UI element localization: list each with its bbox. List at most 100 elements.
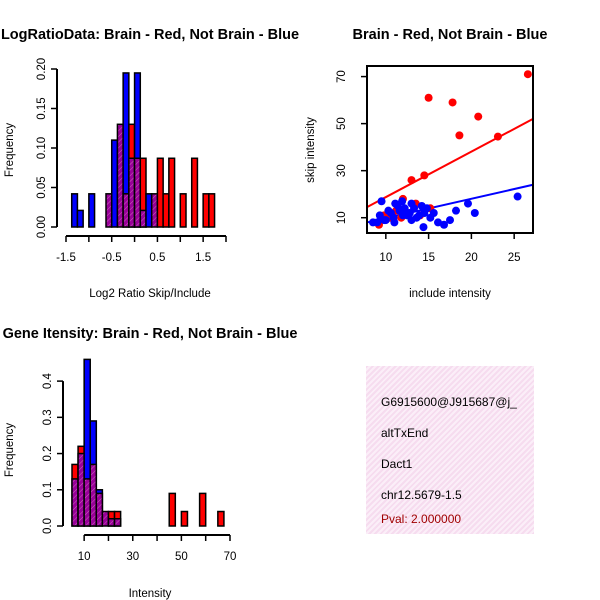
brain-point <box>474 112 483 121</box>
log-ratio-brain-bar <box>202 193 210 228</box>
log-ratio-histogram: LogRatioData: Brain - Red, Not Brain - B… <box>1 27 299 300</box>
gene-intensity-y-tick-label: 0.1 <box>42 482 54 498</box>
not-brain-point <box>398 211 407 220</box>
scatter-y-tick-label: 10 <box>336 211 348 224</box>
scatter-x-tick-label: 20 <box>465 252 478 264</box>
log-ratio-x-tick-label: -0.5 <box>102 252 122 264</box>
scatter-axes: 10 15 20 25 10 30 50 70 <box>336 65 534 264</box>
gene-intensity-y-tick-label: 0.3 <box>42 409 54 425</box>
gene-intensity-brain-bar <box>168 492 177 527</box>
genomic-location: chr12.5679-1.5 <box>381 488 462 502</box>
log-ratio-not-brain-bar <box>110 139 119 228</box>
log-ratio-brain-bar <box>168 157 176 228</box>
gene-intensity-overlap-bar <box>113 518 122 527</box>
p-value: Pval: 2.000000 <box>381 512 462 526</box>
not-brain-point <box>381 216 390 225</box>
gene-intensity-overlap-bar <box>71 478 79 527</box>
log-ratio-brain-bar <box>208 193 216 228</box>
log-ratio-x-tick-label: -1.5 <box>56 252 76 264</box>
not-brain-point <box>407 216 416 225</box>
brain-point <box>448 98 457 107</box>
scatter-frame <box>366 65 534 234</box>
event-info-panel: G6915600@J915687@j_ altTxEnd Dact1 chr12… <box>366 366 534 534</box>
log-ratio-overlap-bar <box>105 193 113 228</box>
not-brain-point <box>470 209 479 218</box>
log-ratio-overlap-bar <box>128 157 136 228</box>
gene-intensity-y-tick-label: 0.0 <box>42 518 54 534</box>
gene-intensity-histogram: Gene Itensity: Brain - Red, Not Brain - … <box>3 326 298 600</box>
log-ratio-not-brain-bar <box>70 193 79 228</box>
log-ratio-not-brain-bar <box>145 193 153 228</box>
not-brain-point <box>373 218 382 227</box>
gene-intensity-overlap-bar <box>95 492 104 527</box>
log-ratio-overlap-bar <box>133 157 142 228</box>
gene-name: Dact1 <box>381 457 413 471</box>
scatter-points <box>368 70 532 232</box>
log-ratio-y-tick-label: 0.00 <box>36 216 48 238</box>
log-ratio-x-tick-label: 0.5 <box>149 252 165 264</box>
log-ratio-y-tick-label: 0.05 <box>36 176 48 198</box>
gene-intensity-y-tick-label: 0.2 <box>42 446 54 462</box>
log-ratio-brain-bar <box>190 157 199 228</box>
intensity-scatter: Brain - Red, Not Brain - Blue 10 15 20 2510… <box>305 27 547 300</box>
gene-intensity-x-tick-label: 50 <box>175 551 188 563</box>
not-brain-point <box>429 209 438 218</box>
gene-intensity-brain-bar <box>180 510 189 527</box>
gene-intensity-axes: 10 30 50 70 0.0 0.1 0.2 0.3 0.4 <box>42 373 236 563</box>
not-brain-point <box>513 192 522 201</box>
gene-intensity-bars <box>71 358 225 527</box>
brain-point <box>420 171 429 180</box>
brain-point <box>424 93 433 102</box>
not-brain-point <box>419 223 428 232</box>
log-ratio-not-brain-bar <box>88 193 96 228</box>
log-ratio-y-tick-label: 0.20 <box>36 58 48 80</box>
gene-intensity-xlabel: Intensity <box>129 588 172 600</box>
gene-intensity-ylabel: Frequency <box>4 423 16 478</box>
log-ratio-overlap-bar <box>122 193 130 228</box>
log-ratio-y-tick-label: 0.10 <box>36 137 48 159</box>
not-brain-point <box>434 218 443 227</box>
not-brain-point <box>390 218 399 227</box>
not-brain-point <box>451 206 460 215</box>
log-ratio-bars <box>70 72 216 228</box>
gene-intensity-overlap-bar <box>101 510 110 527</box>
gene-intensity-x-tick-label: 30 <box>126 551 139 563</box>
not-brain-point <box>440 220 449 229</box>
gene-intensity-overlap-bar <box>83 478 91 527</box>
scatter-y-tick-label: 70 <box>336 70 348 83</box>
brain-point <box>493 132 502 141</box>
log-ratio-brain-bar <box>156 157 164 228</box>
log-ratio-brain-bar <box>162 193 170 228</box>
gene-intensity-x-tick-label: 10 <box>78 551 91 563</box>
gene-intensity-overlap-bar <box>107 518 116 527</box>
log-ratio-overlap-bar <box>116 123 124 228</box>
log-ratio-x-tick-label: 1.5 <box>195 252 211 264</box>
gene-intensity-brain-bar <box>217 510 225 527</box>
not-brain-point <box>400 204 409 213</box>
gene-intensity-histogram-title: Gene Itensity: Brain - Red, Not Brain - … <box>3 326 298 342</box>
log-ratio-axes: -1.5 -0.5 0.5 1.5 0.00 0.05 0.10 0.15 0.20 <box>36 58 227 264</box>
intensity-scatter-title: Brain - Red, Not Brain - Blue <box>353 27 548 43</box>
log-ratio-ylabel: Frequency <box>4 123 16 178</box>
log-ratio-overlap-bar <box>150 193 159 228</box>
brain-point <box>407 176 416 185</box>
gene-intensity-x-tick-label: 70 <box>224 551 237 563</box>
not-brain-point <box>446 216 454 225</box>
gene-intensity-overlap-bar <box>89 463 98 527</box>
not-brain-point <box>410 204 419 213</box>
not-brain-point <box>463 199 472 208</box>
event-type: altTxEnd <box>381 426 429 440</box>
scatter-y-tick-label: 30 <box>336 164 348 177</box>
log-ratio-overlap-bar <box>139 209 147 228</box>
not-brain-point <box>422 204 431 213</box>
gene-intensity-overlap-bar <box>77 452 85 527</box>
not-brain-point <box>398 197 407 206</box>
not-brain-point <box>377 197 386 206</box>
scatter-y-tick-label: 50 <box>336 117 348 130</box>
gene-intensity-y-tick-label: 0.4 <box>42 373 54 390</box>
log-ratio-xlabel: Log2 Ratio Skip/Include <box>89 288 210 300</box>
event-id: G6915600@J915687@j_ <box>381 395 517 409</box>
log-ratio-not-brain-bar <box>76 209 84 228</box>
scatter-x-tick-label: 15 <box>422 252 435 264</box>
